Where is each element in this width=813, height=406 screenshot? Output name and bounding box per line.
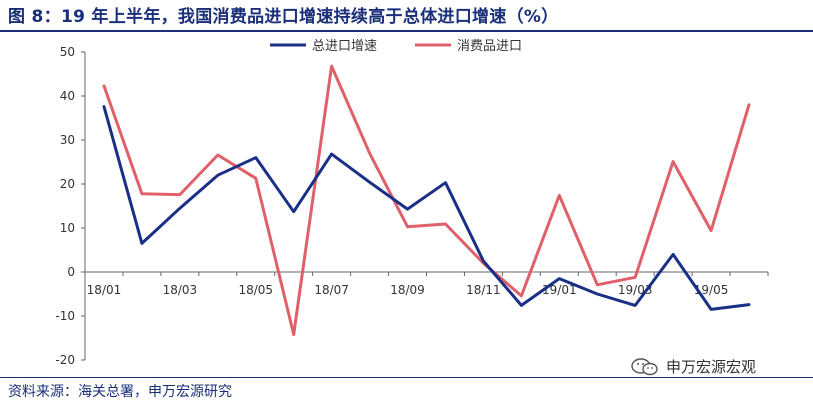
x-tick-label: 18/07 xyxy=(314,283,349,297)
title-divider xyxy=(0,30,813,32)
x-tick-label: 18/05 xyxy=(238,283,273,297)
x-tick-label: 18/01 xyxy=(87,283,122,297)
y-tick-label: -10 xyxy=(55,309,75,323)
source-note: 资料来源：海关总署，申万宏源研究 xyxy=(8,384,232,400)
series-layer xyxy=(102,64,751,336)
y-tick-label: 30 xyxy=(60,133,75,147)
y-tick-label: 10 xyxy=(60,221,75,235)
y-tick-label: 0 xyxy=(67,265,75,279)
y-tick-label: -20 xyxy=(55,353,75,367)
line-chart: -20 -10 0 10 20 30 40 50 18/01 18/03 18/05 18/07 18… xyxy=(55,39,769,367)
watermark-text: 申万宏源宏观 xyxy=(666,358,757,376)
x-tick-label: 18/11 xyxy=(466,283,501,297)
source-divider xyxy=(0,377,813,378)
wechat-icon xyxy=(631,357,658,375)
x-tick-label: 18/03 xyxy=(163,283,198,297)
legend-label: 总进口增速 xyxy=(312,39,377,54)
y-tick-label: 50 xyxy=(60,45,75,59)
y-tick-label: 20 xyxy=(60,177,75,191)
x-tick-label: 19/05 xyxy=(694,283,729,297)
series-line xyxy=(102,64,751,336)
series-line xyxy=(102,105,751,311)
x-tick-label: 18/09 xyxy=(390,283,425,297)
y-tick-label: 40 xyxy=(60,89,75,103)
x-axis: 18/01 18/03 18/05 18/07 18/09 18/11 19/01 19/03… xyxy=(84,271,769,297)
figure-title: 图 8：19 年上半年，我国消费品进口增速持续高于总体进口增速（%） xyxy=(8,7,559,27)
legend-label: 消费品进口 xyxy=(457,39,522,54)
watermark: 申万宏源宏观 xyxy=(630,356,756,377)
y-axis: -20 -10 0 10 20 30 40 50 xyxy=(55,45,86,367)
legend: 总进口增速 消费品进口 xyxy=(270,39,522,54)
